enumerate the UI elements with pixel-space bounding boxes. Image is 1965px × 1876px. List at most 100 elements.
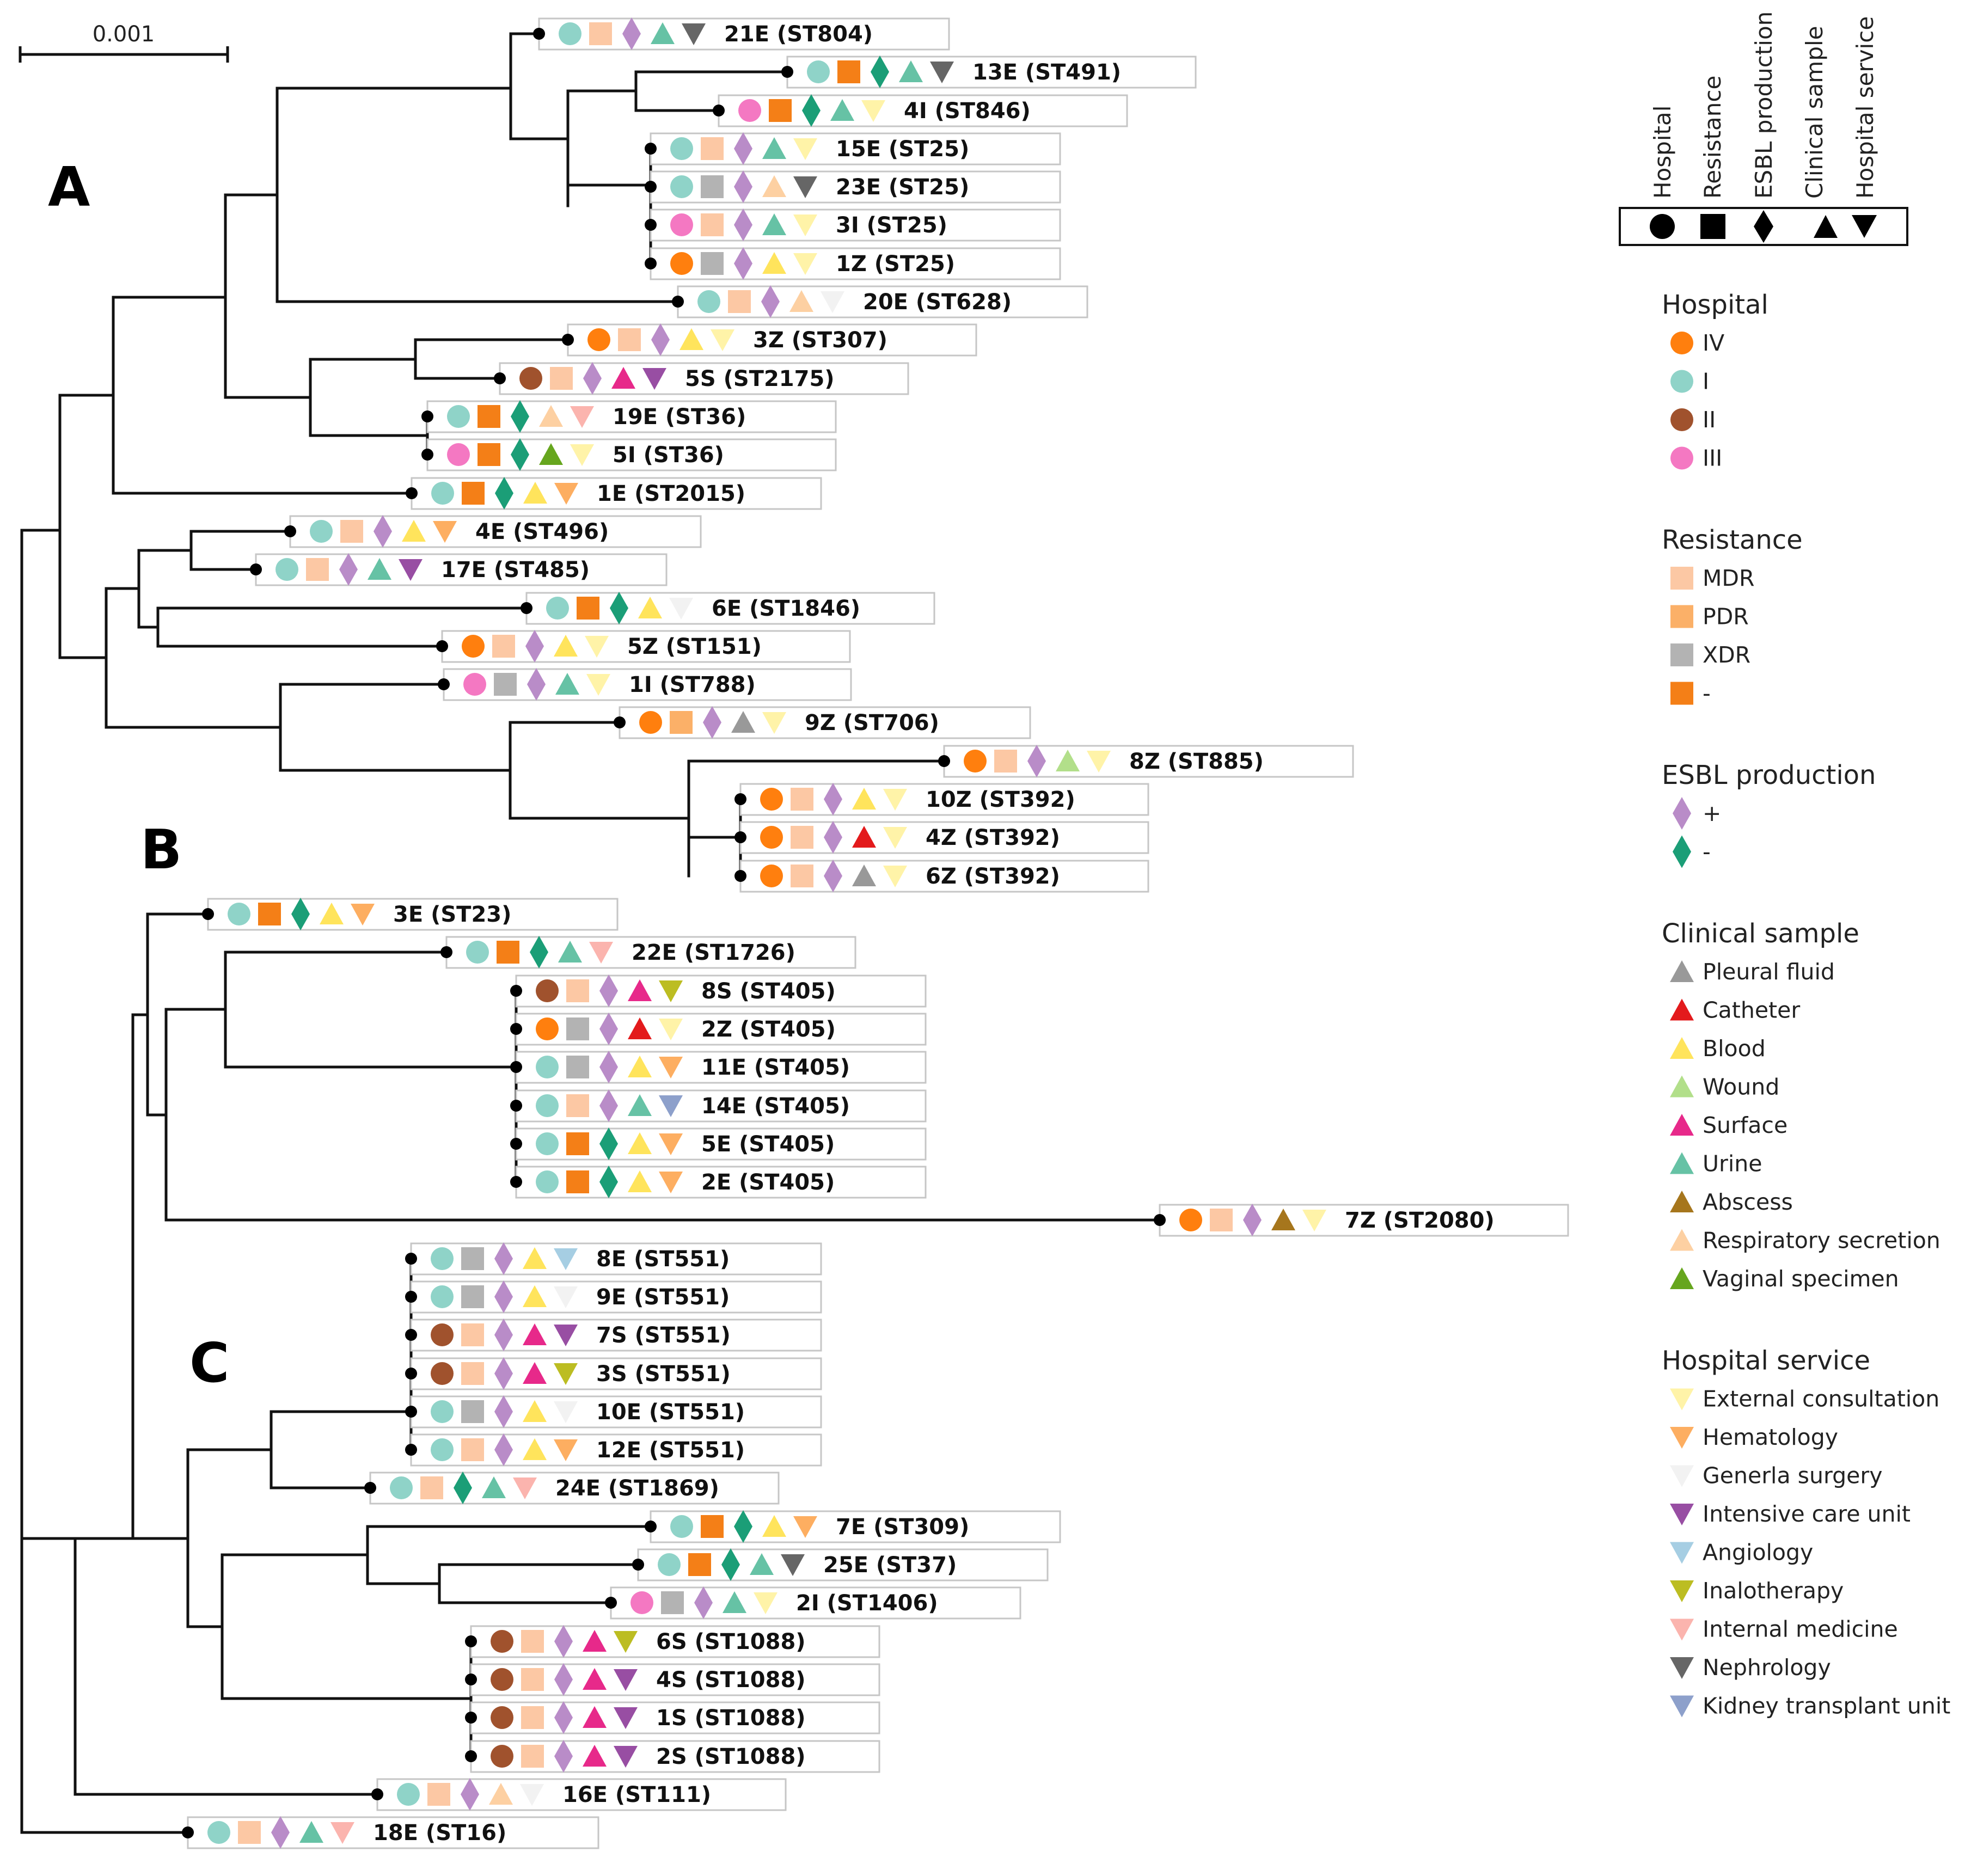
legend-title: ESBL production	[1662, 760, 1876, 790]
service-marker	[883, 827, 907, 849]
leaf-node	[494, 372, 506, 384]
service-marker	[762, 712, 786, 734]
leaf-row: 13E (ST491)	[781, 56, 1197, 89]
leaf-node	[405, 1406, 417, 1418]
leaf-row: 9E (ST551)	[405, 1280, 822, 1314]
legend-swatch	[1670, 1504, 1694, 1525]
leaf-label: 25E (ST37)	[823, 1553, 957, 1578]
leaf-row: 23E (ST25)	[645, 170, 1061, 204]
service-marker	[554, 483, 578, 505]
leaf-label: 5Z (ST151)	[627, 634, 762, 659]
service-marker	[520, 1784, 544, 1806]
resistance-marker	[461, 1438, 484, 1461]
esbl-marker	[554, 1701, 573, 1734]
sample-marker	[628, 1056, 652, 1077]
esbl-marker	[599, 1127, 618, 1160]
leaf-node	[510, 1138, 522, 1150]
sample-marker	[628, 1094, 652, 1116]
legend-item-label: Kidney transplant unit	[1703, 1693, 1950, 1719]
leaf-row: 1E (ST2015)	[406, 477, 822, 510]
esbl-marker	[734, 209, 752, 241]
legend-swatch	[1670, 446, 1693, 470]
sample-marker	[899, 60, 923, 82]
leaf-row: 15E (ST25)	[645, 132, 1061, 165]
hospital-marker	[670, 175, 693, 198]
leaf-label: 3S (ST551)	[596, 1362, 731, 1387]
legend-item-clinical-sample-blood: Blood	[1670, 1035, 1766, 1062]
leaf-node	[405, 1444, 417, 1456]
esbl-marker	[761, 285, 780, 318]
legend-swatch	[1670, 1618, 1694, 1641]
leaf-label: 10Z (ST392)	[926, 787, 1075, 812]
sample-marker	[628, 1170, 652, 1192]
esbl-marker	[651, 323, 670, 356]
legend-item-label: -	[1703, 680, 1711, 707]
leaf-node	[405, 1329, 417, 1341]
leaf-node	[645, 181, 657, 193]
esbl-marker	[721, 1548, 740, 1581]
hospital-marker	[491, 1668, 513, 1691]
leaf-node	[734, 831, 746, 843]
leaf-row: 3Z (ST307)	[562, 323, 977, 357]
resistance-marker	[791, 826, 813, 849]
resistance-marker	[340, 520, 363, 543]
service-marker	[642, 368, 666, 390]
leaf-node	[405, 1368, 417, 1380]
sample-marker	[539, 443, 563, 465]
leaf-row: 8S (ST405)	[510, 974, 927, 1008]
hospital-marker	[397, 1783, 420, 1806]
leaf-label: 9Z (ST706)	[805, 710, 939, 735]
legend-swatch	[1670, 408, 1693, 431]
sample-marker	[583, 1668, 607, 1690]
legend-swatch	[1670, 960, 1694, 982]
legend-item-label: MDR	[1703, 565, 1754, 591]
legend-swatch	[1670, 1465, 1694, 1487]
leaf-rows: 21E (ST804) 13E (ST491) 4I (ST846) 15E (ST2…	[182, 17, 1569, 1849]
leaf-node	[202, 908, 214, 920]
leaf-node	[510, 985, 522, 997]
legend-item-hospital-service-hematology: Hematology	[1670, 1424, 1838, 1450]
resistance-marker	[670, 711, 693, 734]
leaf-row: 3S (ST551)	[405, 1357, 822, 1390]
sample-marker	[762, 137, 786, 159]
key-header-resistance: Resistance	[1699, 76, 1726, 199]
leaf-row: 22E (ST1726)	[440, 936, 856, 969]
sample-marker	[523, 1247, 547, 1269]
sample-marker	[583, 1630, 607, 1652]
hospital-marker	[559, 22, 581, 45]
hospital-marker	[491, 1630, 513, 1653]
esbl-marker	[1027, 745, 1046, 777]
leaf-node	[406, 487, 418, 499]
leaf-row: 1I (ST788)	[438, 668, 852, 701]
service-marker	[659, 1019, 683, 1040]
resistance-marker	[492, 635, 515, 658]
esbl-marker	[610, 592, 628, 624]
legend-item-esbl-production-none: +	[1673, 797, 1721, 830]
leaf-node	[465, 1750, 477, 1762]
key-diamond-icon	[1754, 210, 1773, 243]
leaf-row: 10Z (ST392)	[734, 783, 1149, 816]
hospital-marker	[760, 826, 783, 849]
legend-swatch	[1673, 797, 1691, 830]
esbl-marker	[291, 898, 310, 930]
legend-item-label: -	[1703, 839, 1711, 865]
legend-item-clinical-sample-vaginal-specimen: Vaginal specimen	[1670, 1266, 1899, 1292]
legend-item-label: Pleural fluid	[1703, 959, 1835, 985]
leaf-node	[521, 602, 532, 614]
service-marker	[659, 1057, 683, 1078]
esbl-marker	[734, 132, 752, 165]
legend-item-label: Surface	[1703, 1112, 1788, 1138]
leaf-row: 7S (ST551)	[405, 1319, 822, 1352]
legend-swatch	[1670, 1388, 1694, 1411]
resistance-marker	[420, 1476, 443, 1499]
legend-item-hospital-service-intensive-care-unit: Intensive care unit	[1670, 1501, 1911, 1527]
leaf-label: 4S (ST1088)	[656, 1667, 806, 1693]
legend-swatch	[1670, 643, 1693, 666]
leaf-node	[645, 1521, 657, 1532]
sample-marker	[523, 1400, 547, 1422]
esbl-marker	[824, 821, 842, 854]
leaf-row: 7E (ST309)	[645, 1510, 1061, 1543]
leaf-label: 22E (ST1726)	[632, 940, 795, 965]
service-marker	[554, 1363, 578, 1385]
key-header-service: Hospital service	[1852, 16, 1878, 199]
